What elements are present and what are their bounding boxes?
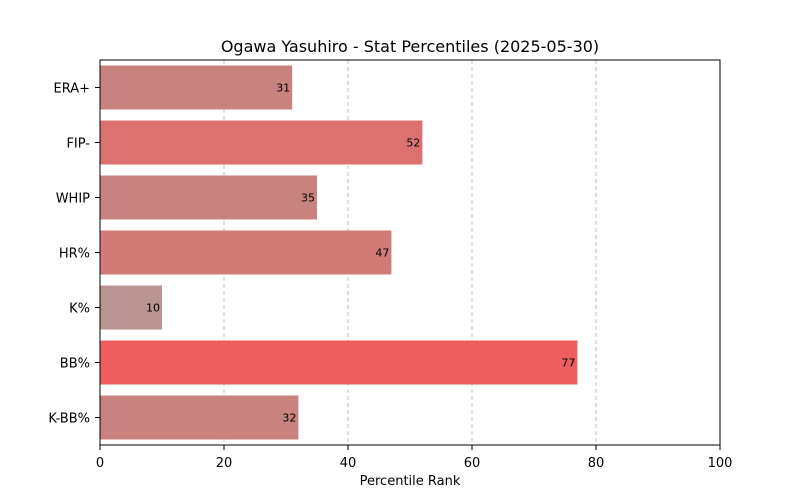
x-axis-label: Percentile Rank	[360, 474, 461, 489]
x-ticks: 0 20 40 60 80 100	[96, 445, 733, 471]
y-tick-label: K-BB%	[48, 412, 90, 427]
x-tick-label: 60	[464, 456, 481, 471]
bar-value-label: 10	[146, 302, 160, 315]
x-tick-label: 100	[708, 456, 733, 471]
bar	[100, 65, 293, 110]
bar	[100, 340, 578, 385]
bar	[100, 395, 299, 440]
bar	[100, 120, 423, 165]
y-tick-label: BB%	[60, 357, 90, 372]
bar	[100, 230, 392, 275]
y-tick-label: ERA+	[53, 82, 90, 97]
x-tick-label: 80	[588, 456, 605, 471]
bars: 31 52 35 47 10 77 32	[100, 65, 578, 440]
x-tick-label: 0	[96, 456, 104, 471]
bar-value-label: 47	[375, 247, 389, 260]
x-tick-label: 40	[340, 456, 357, 471]
y-tick-labels: ERA+ FIP- WHIP HR% K% BB% K-BB%	[48, 82, 100, 427]
bar	[100, 285, 162, 330]
y-tick-label: WHIP	[56, 192, 90, 207]
bar	[100, 175, 317, 220]
bar-value-label: 35	[301, 192, 315, 205]
y-tick-label: FIP-	[66, 137, 90, 152]
bar-value-label: 77	[561, 357, 575, 370]
chart-title: Ogawa Yasuhiro - Stat Percentiles (2025-…	[221, 37, 599, 56]
x-tick-label: 20	[216, 456, 233, 471]
bar-value-label: 32	[282, 412, 296, 425]
y-tick-label: K%	[69, 302, 90, 317]
y-tick-label: HR%	[59, 247, 90, 262]
plot-frame	[99, 59, 721, 446]
bar-value-label: 31	[276, 82, 290, 95]
bar-value-label: 52	[406, 137, 420, 150]
